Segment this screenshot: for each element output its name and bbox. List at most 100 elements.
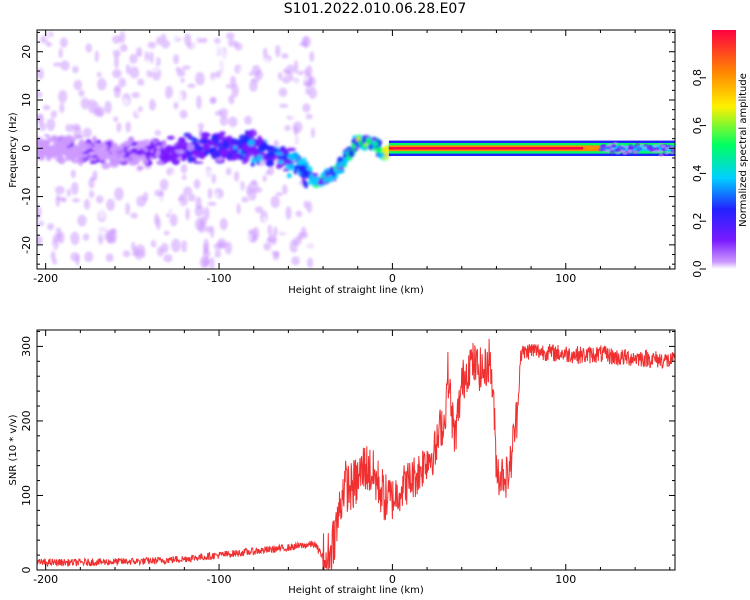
noise-blob: [255, 98, 265, 113]
signal-blob: [123, 140, 133, 147]
noise-blob: [136, 52, 142, 57]
colorbar-tick-label: 0.6: [691, 117, 704, 135]
noise-blob: [136, 195, 147, 207]
noise-blob: [186, 241, 195, 253]
noise-blob: [190, 166, 200, 175]
noise-blob: [279, 197, 286, 206]
noise-blob: [103, 176, 110, 183]
signal-blob: [222, 143, 230, 150]
signal-blob: [93, 144, 101, 153]
spectrogram-frame: [36, 29, 676, 270]
noise-blob: [125, 187, 130, 198]
noise-blob: [191, 39, 200, 53]
colorbar-gradient: [712, 30, 736, 269]
snr-y-ticks: 0 100 200 300: [20, 330, 675, 574]
y-tick-label: -10: [20, 188, 33, 206]
noise-blob: [160, 39, 171, 49]
noise-blob: [291, 195, 297, 201]
signal-blob: [74, 134, 84, 139]
noise-blob: [308, 87, 317, 99]
spectrogram-band: [388, 140, 675, 158]
signal-blob: [285, 158, 292, 165]
signal-blob: [250, 148, 255, 152]
signal-blob: [156, 149, 161, 156]
noise-blob: [193, 179, 201, 190]
noise-blob: [303, 200, 309, 209]
noise-blob: [184, 33, 192, 46]
signal-blob: [192, 137, 199, 143]
noise-blob: [52, 258, 58, 265]
noise-blob: [50, 110, 58, 119]
noise-blob: [230, 104, 235, 110]
noise-blob: [251, 34, 258, 41]
noise-blob: [265, 170, 271, 176]
noise-blob: [241, 196, 249, 203]
noise-blob: [39, 186, 49, 194]
spectrogram-x-ticks: -200 -100 0 100: [33, 30, 671, 285]
band-tail-blob: [622, 151, 628, 156]
signal-blob: [368, 143, 373, 151]
band-tail-blob: [633, 150, 639, 154]
noise-blob: [310, 127, 316, 138]
signal-blob: [41, 140, 49, 148]
signal-blob: [362, 136, 367, 143]
noise-blob: [252, 103, 260, 110]
noise-blob: [215, 70, 222, 79]
signal-blob: [76, 147, 84, 154]
noise-blob: [295, 210, 303, 218]
colorbar: 0.0 0.2 0.4 0.6 0.8 Normalized spectral ampl…: [691, 30, 749, 278]
noise-blob: [163, 254, 173, 263]
signal-blob: [186, 134, 192, 138]
noise-blob: [250, 77, 260, 83]
noise-blob: [202, 260, 209, 267]
x-tick-label: -200: [33, 272, 58, 285]
signal-blob: [99, 142, 104, 147]
noise-blob: [85, 43, 93, 53]
noise-blob: [119, 30, 126, 43]
noise-blob: [153, 205, 160, 211]
noise-blob: [279, 223, 288, 236]
chart-title: S101.2022.010.06.28.E07: [283, 1, 467, 17]
x-tick-label: 100: [555, 272, 576, 285]
signal-blob: [246, 132, 253, 137]
signal-blob: [163, 148, 171, 155]
noise-blob: [157, 196, 166, 203]
noise-blob: [249, 79, 258, 92]
signal-blob: [250, 161, 256, 167]
y-tick-label: 200: [20, 410, 33, 431]
signal-blob: [67, 152, 74, 157]
noise-blob: [146, 126, 152, 135]
noise-blob: [211, 76, 220, 90]
band-tail-blob: [652, 143, 658, 148]
snr-plot-area: [37, 330, 675, 570]
noise-blob: [302, 56, 308, 62]
noise-blob: [305, 113, 313, 120]
noise-blob: [129, 53, 138, 64]
noise-blob: [289, 239, 299, 253]
signal-blob: [71, 136, 76, 143]
band-tail-blob: [648, 147, 654, 151]
band-tail-blob: [636, 147, 642, 151]
noise-blob: [244, 115, 253, 125]
band-tail-blob: [598, 147, 604, 152]
noise-blob: [113, 87, 122, 92]
signal-blob: [242, 155, 250, 163]
noise-blob: [196, 95, 202, 110]
signal-blob: [329, 166, 335, 173]
signal-blob: [108, 147, 116, 153]
noise-blob: [127, 38, 135, 49]
noise-blob: [254, 206, 264, 214]
signal-blob: [163, 152, 171, 160]
noise-blob: [96, 71, 102, 78]
noise-blob: [274, 251, 279, 257]
signal-blob: [342, 153, 347, 159]
noise-blob: [144, 165, 152, 170]
noise-blob: [82, 127, 92, 138]
x-tick-label: 100: [555, 573, 576, 586]
noise-blob: [292, 135, 303, 143]
noise-blob: [82, 233, 90, 241]
signal-blob: [195, 145, 203, 152]
signal-blob: [232, 152, 240, 161]
signal-blob: [286, 147, 297, 152]
noise-blob: [207, 188, 213, 200]
